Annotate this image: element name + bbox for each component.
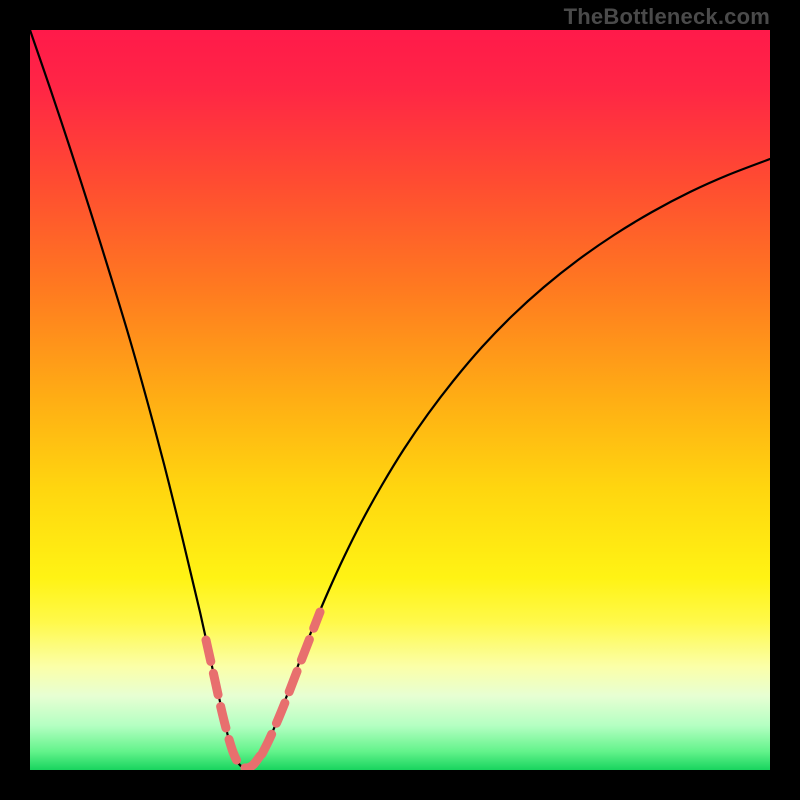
- optimal-range-segment: [206, 640, 260, 768]
- watermark-text: TheBottleneck.com: [564, 4, 770, 30]
- bottleneck-curve-layer: [30, 30, 770, 770]
- plot-area: [30, 30, 770, 770]
- optimal-range-highlight: [206, 612, 320, 768]
- chart-frame: TheBottleneck.com: [0, 0, 800, 800]
- bottleneck-curve: [30, 30, 770, 769]
